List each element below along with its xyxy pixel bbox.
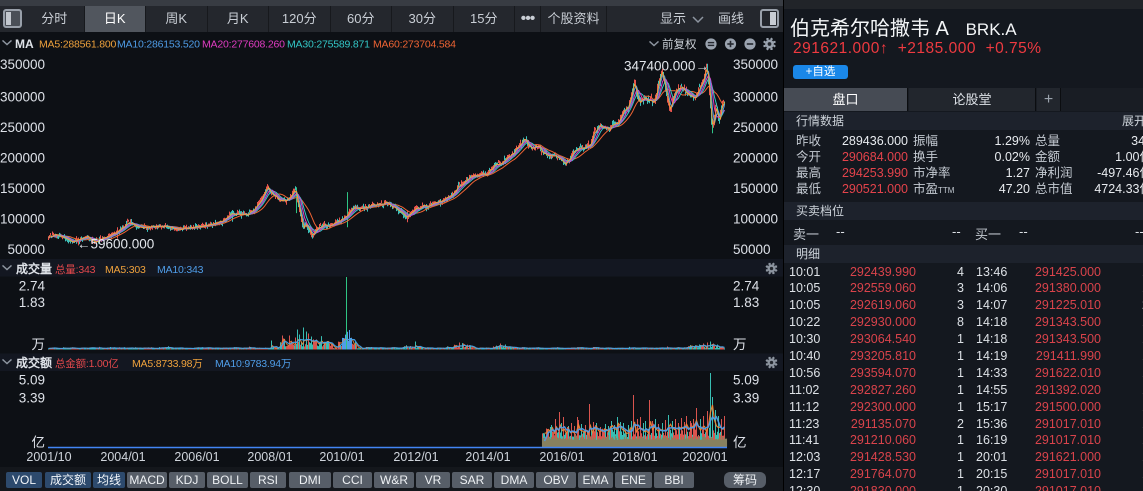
svg-text:MA60:273704.584: MA60:273704.584 xyxy=(373,39,456,51)
svg-text:亿: 亿 xyxy=(32,435,46,450)
svg-text:2006/01: 2006/01 xyxy=(174,450,219,464)
svg-text:MA5:303: MA5:303 xyxy=(105,264,146,276)
svg-text:2001/10: 2001/10 xyxy=(26,450,71,464)
svg-text:MA10:286153.520: MA10:286153.520 xyxy=(117,39,200,51)
svg-text:前复权: 前复权 xyxy=(662,37,697,51)
svg-text:50000: 50000 xyxy=(733,242,771,257)
svg-text:300000: 300000 xyxy=(0,90,45,105)
svg-text:2008/01: 2008/01 xyxy=(247,450,292,464)
svg-text:MA: MA xyxy=(15,37,34,51)
svg-text:250000: 250000 xyxy=(0,120,45,135)
svg-text:3.39: 3.39 xyxy=(19,391,45,406)
svg-text:150000: 150000 xyxy=(733,181,778,196)
svg-text:200000: 200000 xyxy=(733,151,778,166)
svg-text:200000: 200000 xyxy=(0,151,45,166)
svg-text:2016/01: 2016/01 xyxy=(539,450,584,464)
svg-text:万: 万 xyxy=(32,337,46,352)
svg-text:亿: 亿 xyxy=(733,435,747,450)
svg-text:250000: 250000 xyxy=(733,120,778,135)
svg-text:2012/01: 2012/01 xyxy=(393,450,438,464)
svg-text:300000: 300000 xyxy=(733,90,778,105)
svg-text:150000: 150000 xyxy=(0,181,45,196)
svg-text:3.39: 3.39 xyxy=(733,391,759,406)
svg-text:5.09: 5.09 xyxy=(733,373,759,388)
svg-text:MA5:288561.800: MA5:288561.800 xyxy=(39,39,117,51)
svg-text:MA5:8733.98万: MA5:8733.98万 xyxy=(132,358,203,370)
svg-text:2004/01: 2004/01 xyxy=(100,450,145,464)
svg-text:50000: 50000 xyxy=(7,242,45,257)
svg-text:2.74: 2.74 xyxy=(19,279,46,294)
svg-text:5.09: 5.09 xyxy=(19,373,45,388)
svg-text:2018/01: 2018/01 xyxy=(612,450,657,464)
svg-text:MA10:9783.94万: MA10:9783.94万 xyxy=(215,358,291,370)
svg-text:←59600.000: ←59600.000 xyxy=(77,237,154,252)
svg-text:2010/01: 2010/01 xyxy=(319,450,364,464)
svg-text:100000: 100000 xyxy=(733,212,778,227)
svg-text:1.83: 1.83 xyxy=(733,295,759,310)
svg-text:100000: 100000 xyxy=(0,212,45,227)
svg-text:347400.000→: 347400.000→ xyxy=(624,59,709,74)
svg-text:2.74: 2.74 xyxy=(733,279,760,294)
svg-text:1.83: 1.83 xyxy=(19,295,45,310)
svg-text:MA30:275589.871: MA30:275589.871 xyxy=(287,39,370,51)
svg-text:成交量: 成交量 xyxy=(16,261,52,276)
svg-text:2014/01: 2014/01 xyxy=(465,450,510,464)
svg-text:成交额: 成交额 xyxy=(16,355,52,370)
svg-text:350000: 350000 xyxy=(0,57,45,72)
svg-text:350000: 350000 xyxy=(733,57,778,72)
svg-text:MA20:277608.260: MA20:277608.260 xyxy=(202,39,285,51)
svg-text:MA10:343: MA10:343 xyxy=(157,264,204,276)
svg-text:万: 万 xyxy=(733,337,747,352)
svg-text:总量:343: 总量:343 xyxy=(55,263,96,276)
svg-text:总金额:1.00亿: 总金额:1.00亿 xyxy=(55,357,119,370)
svg-text:2020/01: 2020/01 xyxy=(682,450,727,464)
